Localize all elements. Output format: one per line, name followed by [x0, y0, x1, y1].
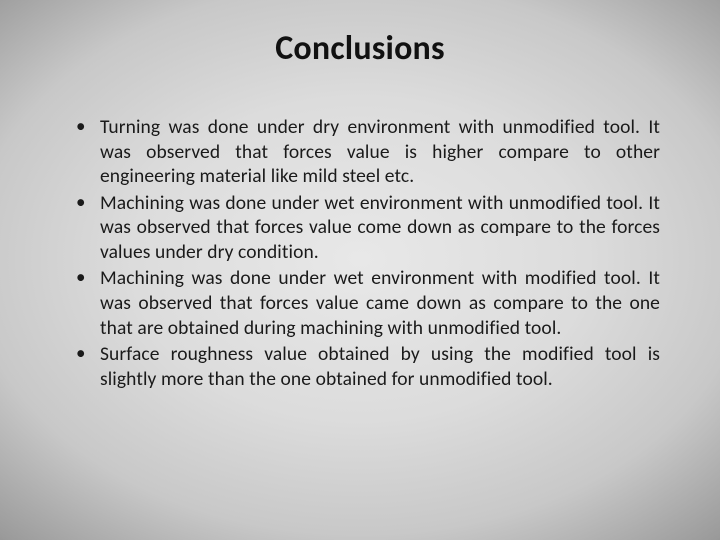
slide-title: Conclusions	[60, 28, 660, 69]
list-item: Turning was done under dry environment w…	[70, 115, 660, 189]
bullet-list: Turning was done under dry environment w…	[60, 115, 660, 391]
slide: Conclusions Turning was done under dry e…	[0, 0, 720, 540]
list-item: Surface roughness value obtained by usin…	[70, 342, 660, 391]
list-item: Machining was done under wet environment…	[70, 266, 660, 340]
list-item: Machining was done under wet environment…	[70, 191, 660, 265]
